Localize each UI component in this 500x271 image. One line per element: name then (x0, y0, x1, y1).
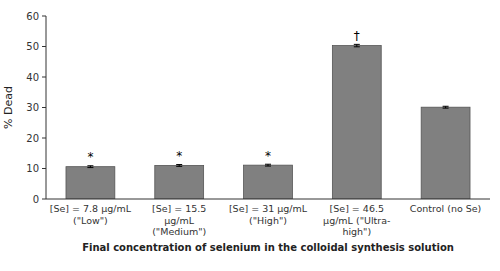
y-tick (42, 16, 46, 17)
error-bar (354, 44, 360, 46)
y-tick-label: 30 (26, 102, 39, 113)
bar (421, 107, 470, 199)
x-tick-label-line: [Se] = 15.5 (152, 203, 206, 214)
x-tick-label-line: [Se] = 46.5 (330, 203, 384, 214)
error-cap (354, 44, 360, 45)
y-tick-label: 10 (26, 163, 39, 174)
x-tick-label: [Se] = 15.5μg/mL("Medium") (152, 203, 206, 237)
x-axis (46, 199, 490, 200)
y-tick (42, 46, 46, 47)
x-tick-label: [Se] = 7.8 μg/mL("Low") (50, 203, 132, 226)
y-tick-label: 20 (26, 133, 39, 144)
error-bar (265, 164, 271, 166)
x-tick-label: [Se] = 31 μg/mL("High") (229, 203, 308, 226)
error-cap (443, 108, 449, 109)
y-axis-label: % Dead (2, 86, 15, 129)
x-tick-label-line: ("Medium") (152, 226, 206, 237)
x-tick-label-line: high") (342, 226, 371, 237)
error-cap (354, 46, 360, 47)
y-tick-label: 60 (26, 11, 39, 22)
error-cap (265, 164, 271, 165)
error-cap (87, 165, 93, 166)
y-tick (42, 77, 46, 78)
chart: 0 10 20 30 40 50 60 % Dead [Se] = 7.8 μg/mL("Low… (0, 0, 500, 271)
error-cap (443, 106, 449, 107)
x-axis-label: Final concentration of selenium in the c… (82, 242, 454, 253)
bar (66, 167, 115, 199)
bar (155, 165, 204, 199)
error-bar (443, 106, 449, 108)
error-cap (176, 164, 182, 165)
y-tick-label: 50 (26, 41, 39, 52)
x-tick-label: [Se] = 46.5μg/mL ("Ultra-high") (323, 203, 390, 237)
x-tick-label-line: [Se] = 31 μg/mL (229, 203, 308, 214)
error-bar (87, 166, 93, 168)
y-tick (42, 199, 46, 200)
annotation: * (176, 149, 182, 163)
bar (244, 165, 293, 199)
error-bar (176, 165, 182, 167)
bars (66, 44, 470, 199)
annotation: † (354, 29, 360, 43)
x-tick-label-line: μg/mL (164, 215, 195, 226)
x-tick-label: Control (no Se) (410, 203, 482, 214)
error-cap (176, 166, 182, 167)
y-tick-label: 40 (26, 72, 39, 83)
x-tick-label-line: Control (no Se) (410, 203, 482, 214)
x-tick-label-line: [Se] = 7.8 μg/mL (50, 203, 132, 214)
bar (332, 46, 381, 199)
annotation: * (87, 150, 93, 164)
x-tick-label-line: ("High") (249, 215, 287, 226)
y-tick (42, 138, 46, 139)
y-tick (42, 107, 46, 108)
error-cap (87, 167, 93, 168)
annotation: * (265, 149, 271, 163)
y-tick-label: 0 (33, 194, 39, 205)
y-tick (42, 168, 46, 169)
x-tick-label-line: μg/mL ("Ultra- (323, 215, 390, 226)
error-cap (265, 166, 271, 167)
x-tick-label-line: ("Low") (73, 215, 108, 226)
